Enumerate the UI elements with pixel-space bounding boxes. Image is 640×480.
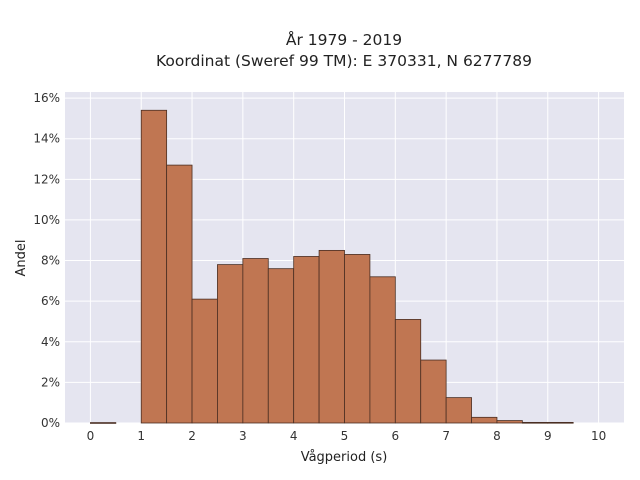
histogram-bar (445, 397, 472, 424)
y-tick-label: 16% (33, 91, 60, 105)
histogram-bar (471, 416, 498, 424)
x-axis-ticks: 0 1 2 3 4 5 6 7 8 9 10 (87, 429, 607, 443)
y-tick-label: 0% (41, 416, 60, 430)
histogram-bar (369, 276, 396, 424)
y-tick-label: 10% (33, 213, 60, 227)
histogram-bar (242, 258, 269, 424)
y-tick-label: 12% (33, 172, 60, 186)
y-tick-label: 2% (41, 375, 60, 389)
x-tick-label: 10 (591, 429, 606, 443)
histogram-bar (293, 256, 320, 424)
histogram-bar (394, 319, 422, 424)
x-tick-label: 4 (290, 429, 298, 443)
y-tick-label: 8% (41, 254, 60, 268)
x-tick-label: 1 (137, 429, 145, 443)
chart-title-line-1: År 1979 - 2019 (286, 30, 402, 49)
histogram-bar (217, 264, 244, 424)
y-axis-label: Andel (14, 240, 29, 277)
histogram-bar (521, 421, 549, 424)
x-tick-label: 5 (341, 429, 349, 443)
y-tick-label: 6% (41, 294, 60, 308)
histogram-bar (547, 421, 574, 424)
x-tick-label: 9 (544, 429, 552, 443)
x-axis-label: Vågperiod (s) (301, 450, 388, 465)
histogram-bar (318, 249, 345, 424)
x-tick-label: 6 (391, 429, 399, 443)
histogram-bar (90, 422, 117, 424)
y-tick-label: 14% (33, 132, 60, 146)
histogram-bar (140, 109, 168, 424)
x-tick-label: 7 (442, 429, 450, 443)
x-tick-label: 0 (87, 429, 95, 443)
y-tick-label: 4% (41, 335, 60, 349)
histogram-bar (496, 420, 523, 424)
chart-title-line-2: Koordinat (Sweref 99 TM): E 370331, N 62… (156, 52, 532, 70)
x-tick-label: 2 (188, 429, 196, 443)
histogram-bar (267, 268, 295, 424)
histogram-bar (344, 254, 371, 424)
y-axis-ticks: 0% 2% 4% 6% 8% 10% 12% 14% 16% (33, 91, 60, 430)
histogram-bar (191, 298, 218, 424)
bars (90, 109, 574, 424)
x-tick-label: 8 (493, 429, 501, 443)
x-tick-label: 3 (239, 429, 247, 443)
histogram-bar (420, 359, 447, 424)
histogram-bar (166, 164, 193, 424)
